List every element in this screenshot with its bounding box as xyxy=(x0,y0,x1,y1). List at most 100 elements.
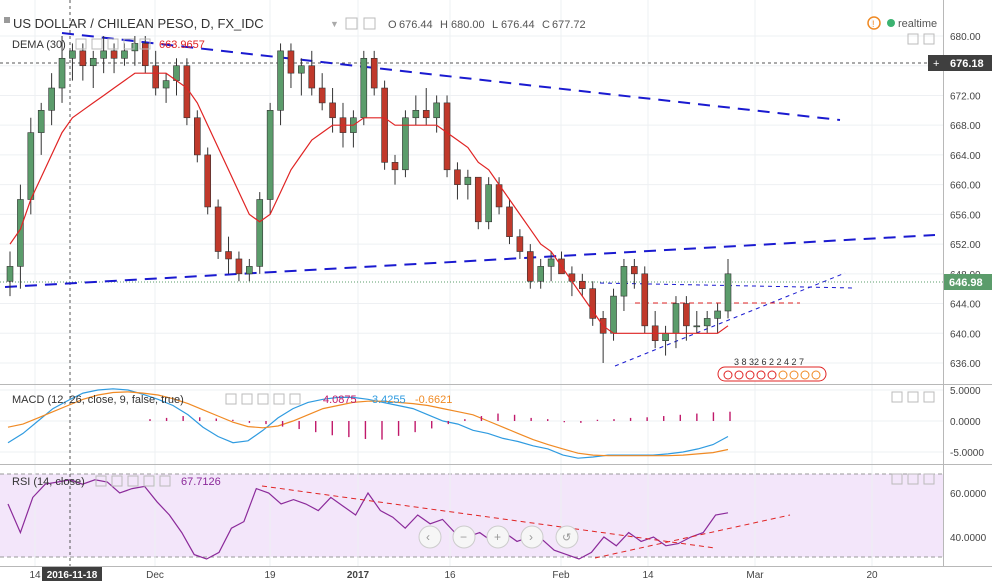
candle-body xyxy=(703,318,711,327)
rsi-settings-icon[interactable] xyxy=(111,475,123,487)
rsi-label[interactable]: RSI (14, close) xyxy=(12,476,85,488)
chart-navigation: ‹ − + › ↺ xyxy=(418,525,579,549)
macd-axis[interactable]: 5.0000 0.0000 -5.0000 xyxy=(950,386,984,459)
pane-close-icon[interactable] xyxy=(923,33,935,45)
candle-body xyxy=(412,110,420,119)
candle xyxy=(433,95,440,133)
candle xyxy=(69,43,76,81)
symbol-settings-icon[interactable] xyxy=(345,17,358,30)
candle xyxy=(620,258,628,311)
macd-more-icon[interactable] xyxy=(273,393,285,405)
dema-settings-icon[interactable] xyxy=(91,38,103,50)
candle-body xyxy=(27,132,35,200)
rsi-line xyxy=(7,479,729,560)
time-axis[interactable]: 14 Dec 19 2017 16 Feb 14 Mar 20 xyxy=(29,570,878,581)
macd-pane-close-icon[interactable] xyxy=(923,391,935,403)
macd-settings-icon[interactable] xyxy=(241,393,253,405)
candle xyxy=(308,50,316,96)
macd-pane-up-icon[interactable] xyxy=(891,391,903,403)
rsi-pane-header: RSI (14, close) 67.7126 xyxy=(12,473,935,488)
candle xyxy=(485,177,492,230)
candle-body xyxy=(110,50,118,59)
macd-format-icon[interactable] xyxy=(289,393,301,405)
candle xyxy=(58,36,66,103)
open-label: O xyxy=(388,19,397,31)
minus-icon: − xyxy=(460,530,467,544)
dema-label[interactable]: DEMA (30) xyxy=(12,39,66,51)
pane-maximize-icon[interactable] xyxy=(907,33,919,45)
last-price-badge: 646.98 xyxy=(944,274,992,290)
zoom-in-button[interactable] xyxy=(486,525,510,549)
rsi-pane-maximize-icon[interactable] xyxy=(907,473,919,485)
candle-body xyxy=(485,184,492,223)
candle xyxy=(100,36,107,74)
rsi-format-icon[interactable] xyxy=(159,475,171,487)
candle-body xyxy=(464,176,472,185)
candle xyxy=(214,199,222,259)
price-tick-label: 672.00 xyxy=(950,91,981,102)
candle-body xyxy=(610,295,617,334)
macd-label[interactable]: MACD (12, 26, close, 9, false, true) xyxy=(12,394,184,406)
macd-tick-label: 0.0000 xyxy=(950,417,981,428)
candle xyxy=(256,192,264,274)
candle-body xyxy=(235,258,243,275)
rsi-pane-up-icon[interactable] xyxy=(891,473,903,485)
crosshair-price-badge-bg xyxy=(928,55,992,71)
candle xyxy=(287,43,295,89)
macd-remove-icon[interactable] xyxy=(257,393,269,405)
dema-format-icon[interactable] xyxy=(139,38,151,50)
candle-body xyxy=(246,266,253,275)
price-tick-label: 636.00 xyxy=(950,359,981,370)
candle-body xyxy=(318,87,326,104)
last-price-badge-bg xyxy=(944,274,992,290)
reset-view-button[interactable] xyxy=(555,525,579,549)
candle xyxy=(412,95,420,126)
candle xyxy=(631,258,638,289)
high-value: 680.00 xyxy=(451,19,485,31)
crosshair-price-value: 676.18 xyxy=(950,58,984,70)
candle xyxy=(225,236,232,274)
macd-pane-maximize-icon[interactable] xyxy=(907,391,919,403)
candle xyxy=(204,147,212,215)
rsi-axis[interactable]: 60.0000 40.0000 xyxy=(950,489,987,544)
candle-body xyxy=(547,258,555,267)
rsi-remove-icon[interactable] xyxy=(127,475,139,487)
dema-remove-icon[interactable] xyxy=(107,38,119,50)
price-pane-background xyxy=(0,0,943,384)
candle xyxy=(474,176,482,230)
candle-body xyxy=(256,199,264,267)
candle-body xyxy=(360,57,368,119)
zoom-out-button[interactable] xyxy=(452,525,476,549)
candle xyxy=(48,73,55,126)
collapse-toggle-icon[interactable] xyxy=(4,17,10,23)
pattern-numbers: 3 8 32 6 2 2 4 2 7 xyxy=(734,357,804,367)
dema-more-icon[interactable] xyxy=(123,38,135,50)
candle-body xyxy=(131,43,139,52)
candle-body xyxy=(162,80,170,89)
dema-visibility-icon[interactable] xyxy=(75,38,87,50)
candle-body xyxy=(58,57,66,89)
candle-body xyxy=(683,303,690,327)
crosshair-price-badge: + 676.18 xyxy=(928,55,992,71)
scroll-left-button[interactable] xyxy=(418,525,442,549)
candle xyxy=(318,73,326,111)
rsi-more-icon[interactable] xyxy=(143,475,155,487)
symbol-more-icon[interactable] xyxy=(363,17,376,30)
symbol-dropdown-icon[interactable]: ▼ xyxy=(330,19,339,29)
macd-visibility-icon[interactable] xyxy=(225,393,237,405)
price-tick-label: 652.00 xyxy=(950,240,981,251)
rsi-visibility-icon[interactable] xyxy=(95,475,107,487)
price-axis[interactable]: 680.00676.00672.00668.00664.00660.00656.… xyxy=(950,32,981,370)
price-tick-label: 664.00 xyxy=(950,151,981,162)
candle-body xyxy=(474,176,482,223)
candle xyxy=(360,50,368,126)
rsi-pane-close-icon[interactable] xyxy=(923,473,935,485)
symbol-title[interactable]: US DOLLAR / CHILEAN PESO, D, FX_IDC xyxy=(13,16,264,31)
alert-icon[interactable] xyxy=(867,16,881,30)
crosshair-plus-icon: + xyxy=(933,58,939,70)
scroll-right-button[interactable] xyxy=(520,525,544,549)
candle xyxy=(194,110,201,163)
macd-line-value: 3.4255 xyxy=(372,394,406,406)
candle-body xyxy=(714,310,721,319)
